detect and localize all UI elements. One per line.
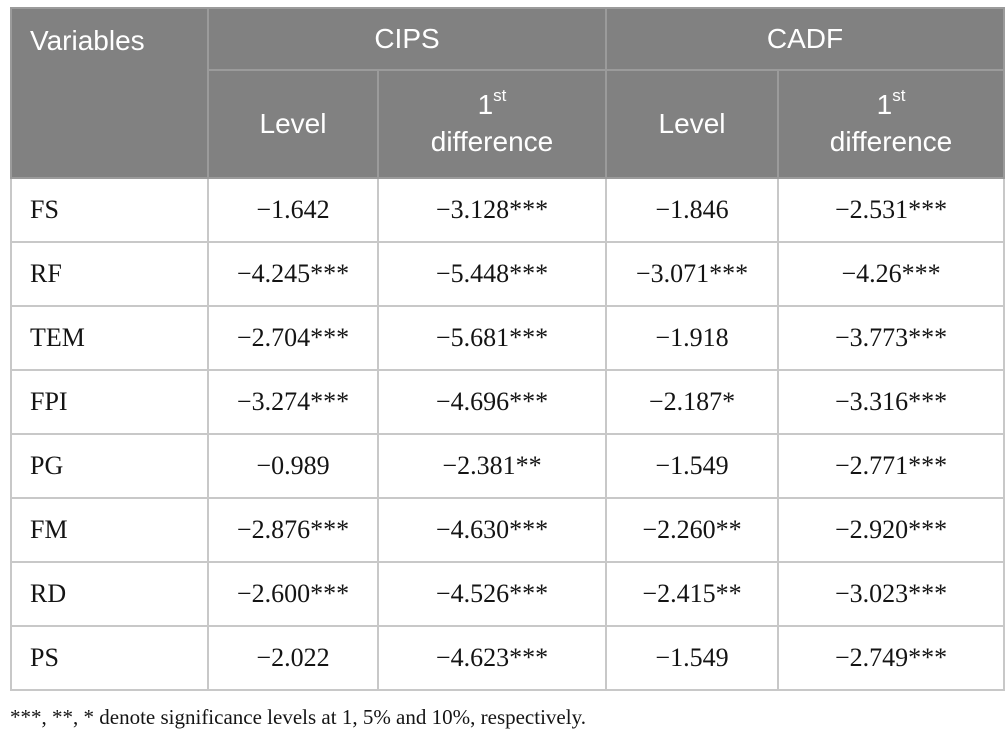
value-cell: −2.415**: [605, 561, 780, 627]
header-group-cadf: CADF: [605, 7, 1005, 71]
value-cell: −2.876***: [207, 497, 379, 563]
value-cell: −4.26***: [777, 241, 1005, 307]
value-cell: −0.989: [207, 433, 379, 499]
value-cell: −3.773***: [777, 305, 1005, 371]
variable-cell: FS: [10, 177, 209, 243]
header-variables: Variables: [10, 7, 209, 179]
ordinal-number: 1: [477, 89, 494, 121]
header-cips-1st-difference: 1st difference: [376, 69, 608, 179]
value-cell: −2.187*: [605, 369, 780, 435]
value-cell: −4.696***: [376, 369, 608, 435]
variable-cell: FM: [10, 497, 209, 563]
variable-cell: TEM: [10, 305, 209, 371]
value-cell: −1.846: [605, 177, 780, 243]
table-row: RD −2.600*** −4.526*** −2.415** −3.023**…: [10, 561, 1005, 627]
variable-cell: RF: [10, 241, 209, 307]
table-row: FM −2.876*** −4.630*** −2.260** −2.920**…: [10, 497, 1005, 563]
table-row: PG −0.989 −2.381** −1.549 −2.771***: [10, 433, 1005, 499]
ordinal-suffix: st: [493, 86, 507, 106]
value-cell: −1.642: [207, 177, 379, 243]
ordinal-number: 1: [876, 89, 893, 121]
table-row: FS −1.642 −3.128*** −1.846 −2.531***: [10, 177, 1005, 243]
table-row: FPI −3.274*** −4.696*** −2.187* −3.316**…: [10, 369, 1005, 435]
value-cell: −4.623***: [376, 625, 608, 691]
table-header: Variables CIPS CADF Level 1st difference …: [10, 7, 1005, 179]
value-cell: −5.681***: [376, 305, 608, 371]
value-cell: −3.071***: [605, 241, 780, 307]
header-sub-row: Level 1st difference Level 1st difference: [11, 69, 1005, 179]
value-cell: −2.704***: [207, 305, 379, 371]
value-cell: −2.381**: [376, 433, 608, 499]
value-cell: −3.128***: [376, 177, 608, 243]
value-cell: −2.600***: [207, 561, 379, 627]
value-cell: −1.549: [605, 625, 780, 691]
variable-cell: PS: [10, 625, 209, 691]
header-group-row: Variables CIPS CADF: [10, 7, 1005, 179]
value-cell: −2.771***: [777, 433, 1005, 499]
variable-cell: FPI: [10, 369, 209, 435]
value-cell: −3.274***: [207, 369, 379, 435]
value-cell: −2.749***: [777, 625, 1005, 691]
unit-root-test-table: Variables CIPS CADF Level 1st difference …: [10, 7, 1005, 691]
header-cips-level: Level: [207, 69, 379, 179]
variable-cell: RD: [10, 561, 209, 627]
value-cell: −1.918: [605, 305, 780, 371]
table-row: TEM −2.704*** −5.681*** −1.918 −3.773***: [10, 305, 1005, 371]
value-cell: −2.920***: [777, 497, 1005, 563]
difference-word: difference: [430, 126, 554, 157]
value-cell: −3.316***: [777, 369, 1005, 435]
value-cell: −2.260**: [605, 497, 780, 563]
significance-footnote: ***, **, * denote significance levels at…: [10, 705, 586, 729]
value-cell: −4.245***: [207, 241, 379, 307]
table-body: FS −1.642 −3.128*** −1.846 −2.531*** RF …: [10, 177, 1005, 691]
value-cell: −2.022: [207, 625, 379, 691]
value-cell: −5.448***: [376, 241, 608, 307]
value-cell: −4.630***: [376, 497, 608, 563]
value-cell: −3.023***: [777, 561, 1005, 627]
table-row: PS −2.022 −4.623*** −1.549 −2.749***: [10, 625, 1005, 691]
header-group-cips: CIPS: [206, 7, 608, 71]
header-cadf-1st-difference: 1st difference: [777, 69, 1005, 179]
value-cell: −1.549: [605, 433, 780, 499]
difference-word: difference: [829, 126, 953, 157]
table-row: RF −4.245*** −5.448*** −3.071*** −4.26**…: [10, 241, 1005, 307]
value-cell: −4.526***: [376, 561, 608, 627]
variable-cell: PG: [10, 433, 209, 499]
header-cadf-level: Level: [605, 69, 780, 179]
value-cell: −2.531***: [777, 177, 1005, 243]
ordinal-suffix: st: [892, 86, 906, 106]
